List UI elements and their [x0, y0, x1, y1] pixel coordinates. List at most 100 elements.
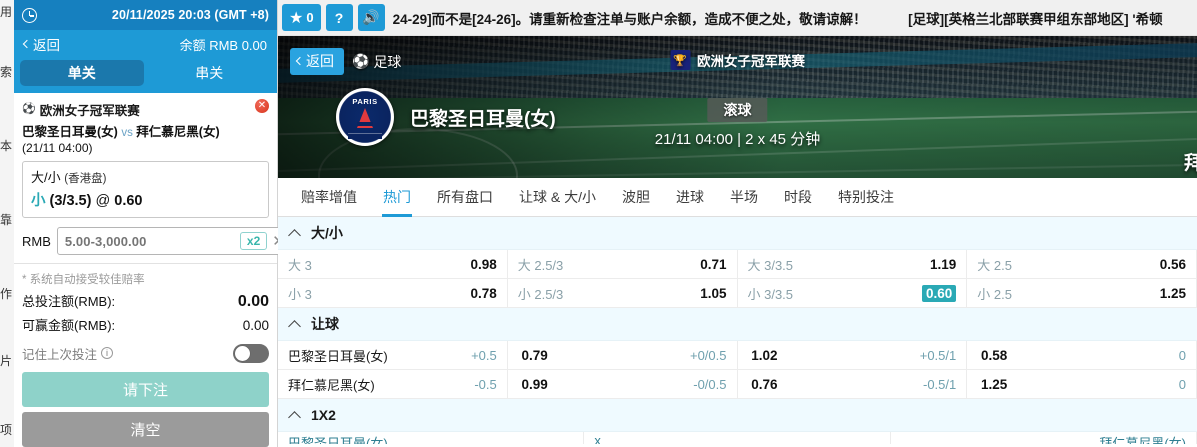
stake-input-row: RMB x2 ✕ [14, 218, 292, 263]
hero-top-bar: 返回 ⚽ 足球 [290, 48, 401, 75]
section-title-1x2: 1X2 [311, 407, 336, 423]
info-icon[interactable]: i [101, 347, 114, 360]
marquee-message-part-b: [足球][英格兰北部联赛甲组东部地区] '希顿 [908, 11, 1163, 27]
handicap-cell[interactable]: 拜仁慕尼黑(女) -0.5 [278, 370, 508, 399]
bg-text-fragment: 用 [0, 5, 13, 19]
caret-up-icon [288, 319, 301, 333]
tab-odds-boost[interactable]: 赔率增值 [301, 189, 357, 205]
stake-input-box[interactable]: x2 ✕ [56, 227, 292, 255]
odds-cell-selected[interactable]: 小 3/3.5 0.60 [737, 279, 968, 308]
handicap-cell[interactable]: 巴黎圣日耳曼(女) +0.5 [278, 341, 508, 370]
back-button[interactable]: 返回 [22, 34, 60, 54]
divider [14, 263, 277, 264]
odds-price: 1.05 [700, 285, 727, 301]
place-bet-button[interactable]: 请下注 [22, 371, 269, 407]
hero-home-team-block: PARIS 巴黎圣日耳曼(女) [278, 88, 556, 146]
handicap-line: +0.5/1 [919, 347, 957, 363]
clear-bet-slip-button[interactable]: 清空 [22, 411, 269, 447]
chevron-left-icon [295, 56, 305, 66]
soccer-ball-icon: ⚽ [352, 53, 370, 69]
total-stake-row: 总投注额(RMB): 0.00 [14, 289, 277, 313]
odds-cell[interactable]: 巴黎圣日耳曼(女) [278, 432, 585, 444]
section-header-handicap[interactable]: 让球 [278, 308, 1197, 341]
odds-cell[interactable]: 大 3/3.5 1.19 [737, 250, 968, 279]
favorites-button[interactable]: ★ 0 [282, 4, 321, 31]
marquee-message-part-a: 24-29]而不是[24-26]。请重新检查注单与账户余额，造成不便之处，敬请谅… [392, 11, 867, 27]
stake-currency-label: RMB [22, 233, 51, 249]
odds-price: 1.25 [1159, 285, 1186, 301]
tab-popular[interactable]: 热门 [370, 178, 424, 217]
tab-correct-score[interactable]: 波胆 [622, 189, 651, 205]
odds-label: 小 2.5/3 [517, 286, 564, 302]
odds-label: 小 3 [288, 286, 312, 302]
odds-price-selected: 0.60 [921, 284, 957, 302]
sound-toggle-button[interactable]: 🔊 [357, 4, 385, 31]
odds-price: 0.98 [470, 256, 497, 272]
handicap-line: -0.5/1 [923, 376, 957, 392]
handicap-price: 0.79 [521, 347, 548, 363]
section-title-over-under: 大/小 [311, 225, 343, 241]
tab-parlay-bet[interactable]: 串关 [195, 65, 224, 81]
section-header-1x2[interactable]: 1X2 [278, 399, 1197, 432]
handicap-price: 1.02 [751, 347, 778, 363]
chevron-left-icon [22, 39, 32, 49]
odds-label: 巴黎圣日耳曼(女) [288, 436, 388, 444]
handicap-line: +0/0.5 [689, 347, 727, 363]
selection-price: 0.60 [114, 193, 143, 209]
odds-cell[interactable]: 小 3 0.78 [278, 279, 508, 308]
remove-selection-close-icon[interactable]: ✕ [255, 99, 269, 113]
handicap-cell[interactable]: 0.76 -0.5/1 [737, 370, 968, 399]
odds-label: 大 3/3.5 [747, 257, 794, 273]
help-button[interactable]: ? [325, 4, 353, 31]
odds-label: 大 3 [288, 257, 312, 273]
odds-cell[interactable]: 大 3 0.98 [278, 250, 508, 279]
back-button-label: 返回 [33, 38, 60, 53]
bet-slip-panel: 20/11/2025 20:03 (GMT +8) 返回 余额 RMB 0.00… [14, 0, 292, 447]
remember-last-bet-toggle[interactable] [233, 343, 269, 363]
hero-league-row: 🏆 欧洲女子冠军联赛 [670, 50, 805, 70]
odds-cell[interactable]: x [584, 432, 891, 444]
question-mark-icon: ? [334, 9, 344, 26]
event-detail-pane: ★ 0 ? 🔊 24-29]而不是[24-26]。请重新检查注单与账户余额，造成… [278, 0, 1197, 447]
hero-match-time: 21/11 04:00 | 2 x 45 分钟 [654, 131, 821, 148]
odds-cell[interactable]: 大 2.5 0.56 [967, 250, 1197, 279]
odds-cell[interactable]: 小 2.5/3 1.05 [507, 279, 738, 308]
handicap-line: 0 [1178, 376, 1186, 392]
handicap-cell[interactable]: 1.02 +0.5/1 [737, 341, 968, 370]
tab-single-bet[interactable]: 单关 [20, 60, 144, 86]
tab-half[interactable]: 半场 [730, 189, 759, 205]
handicap-line: -0/0.5 [693, 376, 727, 392]
odds-cell[interactable]: 大 2.5/3 0.71 [507, 250, 738, 279]
tab-specials[interactable]: 特别投注 [838, 189, 895, 205]
odds-cell[interactable]: 小 2.5 1.25 [967, 279, 1197, 308]
bet-slip-league-row: ⚽ 欧洲女子冠军联赛 ✕ [14, 93, 277, 122]
bet-slip-selection-box: 大/小 (香港盘) 小 (3/3.5) @ 0.60 [22, 161, 269, 218]
tab-period[interactable]: 时段 [784, 189, 813, 205]
hero-back-button[interactable]: 返回 [290, 48, 344, 75]
handicap-cell[interactable]: 0.58 0 [967, 341, 1197, 370]
hero-sport-label[interactable]: ⚽ 足球 [352, 52, 401, 72]
handicap-cell[interactable]: 1.25 0 [967, 370, 1197, 399]
tab-goals[interactable]: 进球 [676, 189, 705, 205]
section-header-over-under[interactable]: 大/小 [278, 217, 1197, 250]
tab-handicap-over-under[interactable]: 让球 & 大/小 [519, 189, 597, 205]
selection-market-row: 大/小 (香港盘) [31, 167, 260, 186]
odds-cell[interactable]: 拜仁慕尼黑(女) [890, 432, 1197, 444]
best-odds-note: * 系统自动接受较佳赔率 [22, 273, 145, 286]
handicap-line: +0.5 [471, 347, 497, 363]
handicap-cell[interactable]: 0.99 -0/0.5 [507, 370, 738, 399]
bg-text-fragment: 项 [0, 423, 13, 437]
selection-side: 小 [31, 193, 46, 209]
one-x-two-grid-partial: 巴黎圣日耳曼(女) x 拜仁慕尼黑(女) [278, 432, 1197, 444]
hero-league-name: 欧洲女子冠军联赛 [697, 54, 805, 69]
handicap-price: 0.99 [521, 376, 548, 392]
selection-market-name: 大/小 [31, 170, 61, 185]
toggle-knob [235, 345, 250, 361]
handicap-line: 0 [1178, 347, 1186, 363]
selection-pick-row: 小 (3/3.5) @ 0.60 [31, 189, 260, 210]
stake-multiplier-x2-button[interactable]: x2 [239, 232, 268, 250]
hero-away-team-name: 拜 [1183, 153, 1197, 174]
stake-input[interactable] [64, 233, 240, 249]
tab-all-markets[interactable]: 所有盘口 [437, 189, 493, 205]
handicap-cell[interactable]: 0.79 +0/0.5 [507, 341, 738, 370]
